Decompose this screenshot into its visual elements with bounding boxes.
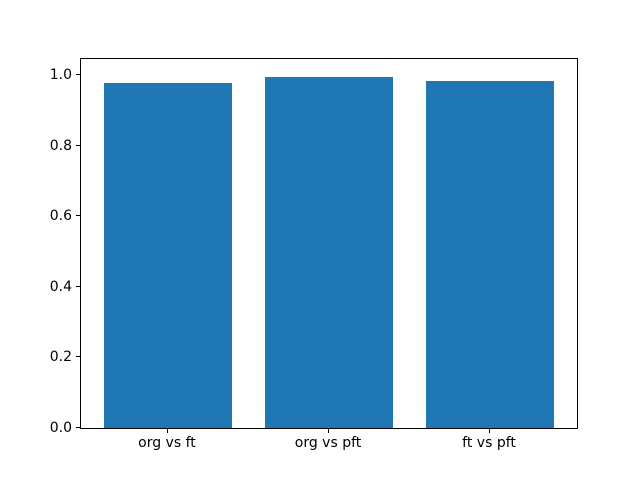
y-tick-mark <box>76 215 80 217</box>
bar-ft-vs-pft <box>425 80 555 428</box>
y-tick-label: 0.6 <box>49 208 72 225</box>
x-tick-label: org vs ft <box>138 435 196 451</box>
y-tick-label: 0.2 <box>49 349 72 366</box>
x-tick-label: ft vs pft <box>462 435 516 451</box>
y-tick-mark <box>76 356 80 358</box>
plot-area <box>80 58 578 429</box>
y-tick-mark <box>76 74 80 76</box>
y-tick-label: 0.0 <box>49 420 72 436</box>
x-tick-mark <box>328 429 329 433</box>
y-tick-label: 0.4 <box>49 278 72 295</box>
y-tick-mark <box>76 144 80 146</box>
y-tick-mark <box>76 285 80 287</box>
y-tick-label: 0.8 <box>49 137 72 154</box>
y-tick-mark <box>76 427 80 428</box>
bar-org-vs-ft <box>103 82 233 428</box>
x-tick-mark <box>166 429 168 433</box>
y-tick-label: 1.0 <box>49 67 72 84</box>
x-tick-label: org vs pft <box>294 435 362 451</box>
x-tick-mark <box>489 429 491 433</box>
bar-org-vs-pft <box>264 76 394 428</box>
